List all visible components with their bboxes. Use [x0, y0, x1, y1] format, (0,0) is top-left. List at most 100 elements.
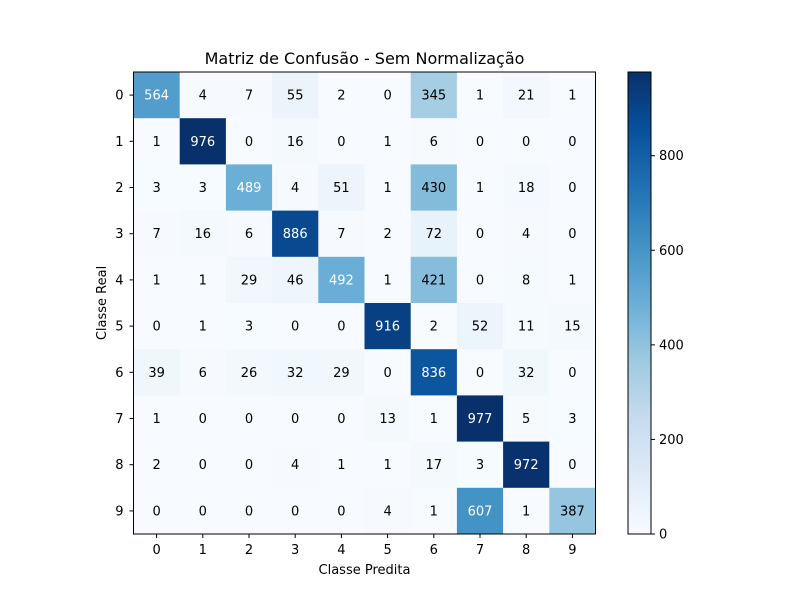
- heatmap-cell-label: 7: [337, 227, 345, 242]
- x-axis-ticks: 0 1 2 3 4 5 6 7 8 9: [152, 534, 577, 558]
- heatmap-cell: [364, 441, 412, 489]
- heatmap-cell-label: 0: [291, 320, 299, 335]
- heatmap-cell: [272, 395, 319, 443]
- heatmap-cell-label: 6: [430, 135, 438, 150]
- heatmap-cell: [318, 441, 365, 489]
- heatmap-cell: [456, 72, 504, 119]
- heatmap-cell: [179, 72, 227, 119]
- heatmap-cell-label: 4: [199, 89, 207, 104]
- heatmap-cell-label: 0: [337, 135, 345, 150]
- heatmap-cell: [549, 349, 596, 396]
- heatmap-cell: [364, 303, 412, 350]
- colorbar-tick-label: 400: [659, 338, 684, 353]
- heatmap-cell: [410, 256, 458, 304]
- heatmap-cell-label: 0: [337, 504, 345, 519]
- heatmap-cell: [318, 210, 365, 258]
- heatmap-cell-label: 4: [383, 504, 391, 519]
- heatmap-cell: [364, 349, 412, 396]
- heatmap-cell: [133, 72, 181, 119]
- y-tick-label: 3: [115, 227, 123, 242]
- heatmap-cell-label: 1: [568, 89, 576, 104]
- heatmap-cell-label: 3: [568, 412, 576, 427]
- heatmap-cell-label: 1: [199, 320, 207, 335]
- heatmap-cell: [133, 303, 181, 350]
- y-tick-label: 9: [115, 504, 123, 519]
- heatmap-cell-label: 1: [383, 273, 391, 288]
- heatmap-cell-label: 3: [152, 181, 160, 196]
- y-tick-label: 2: [115, 181, 123, 196]
- heatmap-cell-label: 7: [245, 89, 253, 104]
- heatmap-cell: [364, 256, 412, 304]
- heatmap-cell: [272, 210, 319, 258]
- heatmap-cell-label: 836: [421, 366, 446, 381]
- heatmap-cell-label: 0: [383, 366, 391, 381]
- x-tick-label: 5: [383, 543, 391, 558]
- heatmap-cell: [364, 395, 412, 443]
- heatmap-cell-label: 1: [383, 181, 391, 196]
- heatmap-cell-label: 51: [333, 181, 350, 196]
- heatmap-cell: [225, 441, 273, 489]
- x-tick-label: 0: [152, 543, 160, 558]
- heatmap-cell-label: 0: [476, 273, 484, 288]
- heatmap-cell-label: 607: [468, 504, 493, 519]
- heatmap-cell: [456, 164, 504, 212]
- heatmap-cell: [179, 441, 227, 489]
- x-tick-label: 6: [430, 543, 438, 558]
- heatmap-cell-label: 489: [237, 181, 262, 196]
- heatmap-cell: [503, 72, 550, 119]
- heatmap-cell-label: 52: [472, 320, 489, 335]
- heatmap-cell: [410, 164, 458, 212]
- heatmap-cell-label: 7: [152, 227, 160, 242]
- heatmap-cell-label: 0: [568, 458, 576, 473]
- heatmap-cell: [503, 303, 550, 350]
- heatmap-cell: [133, 441, 181, 489]
- heatmap-cell: [225, 256, 273, 304]
- heatmap-cell-label: 2: [383, 227, 391, 242]
- heatmap-cell: [272, 256, 319, 304]
- x-tick-label: 2: [245, 543, 253, 558]
- heatmap-cell: [179, 164, 227, 212]
- heatmap-cell-label: 0: [152, 320, 160, 335]
- heatmap-cell-label: 6: [245, 227, 253, 242]
- heatmap-cell: [456, 303, 504, 350]
- heatmap-cell: [410, 210, 458, 258]
- heatmap-cell-label: 0: [568, 366, 576, 381]
- heatmap-cell-label: 32: [518, 366, 535, 381]
- y-tick-label: 8: [115, 458, 123, 473]
- heatmap-cell-label: 2: [337, 89, 345, 104]
- colorbar: [627, 71, 652, 535]
- heatmap-cell: [549, 303, 596, 350]
- heatmap-cell: [549, 72, 596, 119]
- x-axis-label: Classe Predita: [319, 563, 411, 578]
- heatmap-cell: [410, 72, 458, 119]
- heatmap-cell: [318, 349, 365, 396]
- y-tick-label: 4: [115, 273, 123, 288]
- chart-title: Matriz de Confusão - Sem Normalização: [205, 49, 525, 68]
- heatmap-cell: [364, 164, 412, 212]
- heatmap-cell-label: 11: [518, 320, 535, 335]
- heatmap-cell: [133, 210, 181, 258]
- heatmap-cell: [272, 72, 319, 119]
- heatmap-cell-label: 0: [383, 89, 391, 104]
- heatmap-cell-label: 4: [522, 227, 530, 242]
- x-tick-label: 7: [476, 543, 484, 558]
- heatmap-cell-label: 29: [333, 366, 350, 381]
- heatmap-cell-label: 32: [287, 366, 304, 381]
- heatmap-cell-label: 886: [283, 227, 308, 242]
- heatmap-cell-label: 5: [522, 412, 530, 427]
- colorbar-tick-label: 800: [659, 149, 684, 164]
- heatmap-cell: [318, 395, 365, 443]
- heatmap-cell-label: 0: [568, 135, 576, 150]
- heatmap-cell: [364, 210, 412, 258]
- heatmap-cell-label: 29: [241, 273, 258, 288]
- heatmap-cell: [410, 487, 458, 535]
- heatmap-cell: [225, 487, 273, 535]
- heatmap-cell: [456, 210, 504, 258]
- heatmap-cell-label: 972: [514, 458, 539, 473]
- heatmap-cell: [503, 487, 550, 535]
- heatmap-cell: [225, 72, 273, 119]
- heatmap-cell: [225, 164, 273, 212]
- heatmap-cell: [272, 303, 319, 350]
- heatmap-cell: [225, 349, 273, 396]
- heatmap-cell: [364, 72, 412, 119]
